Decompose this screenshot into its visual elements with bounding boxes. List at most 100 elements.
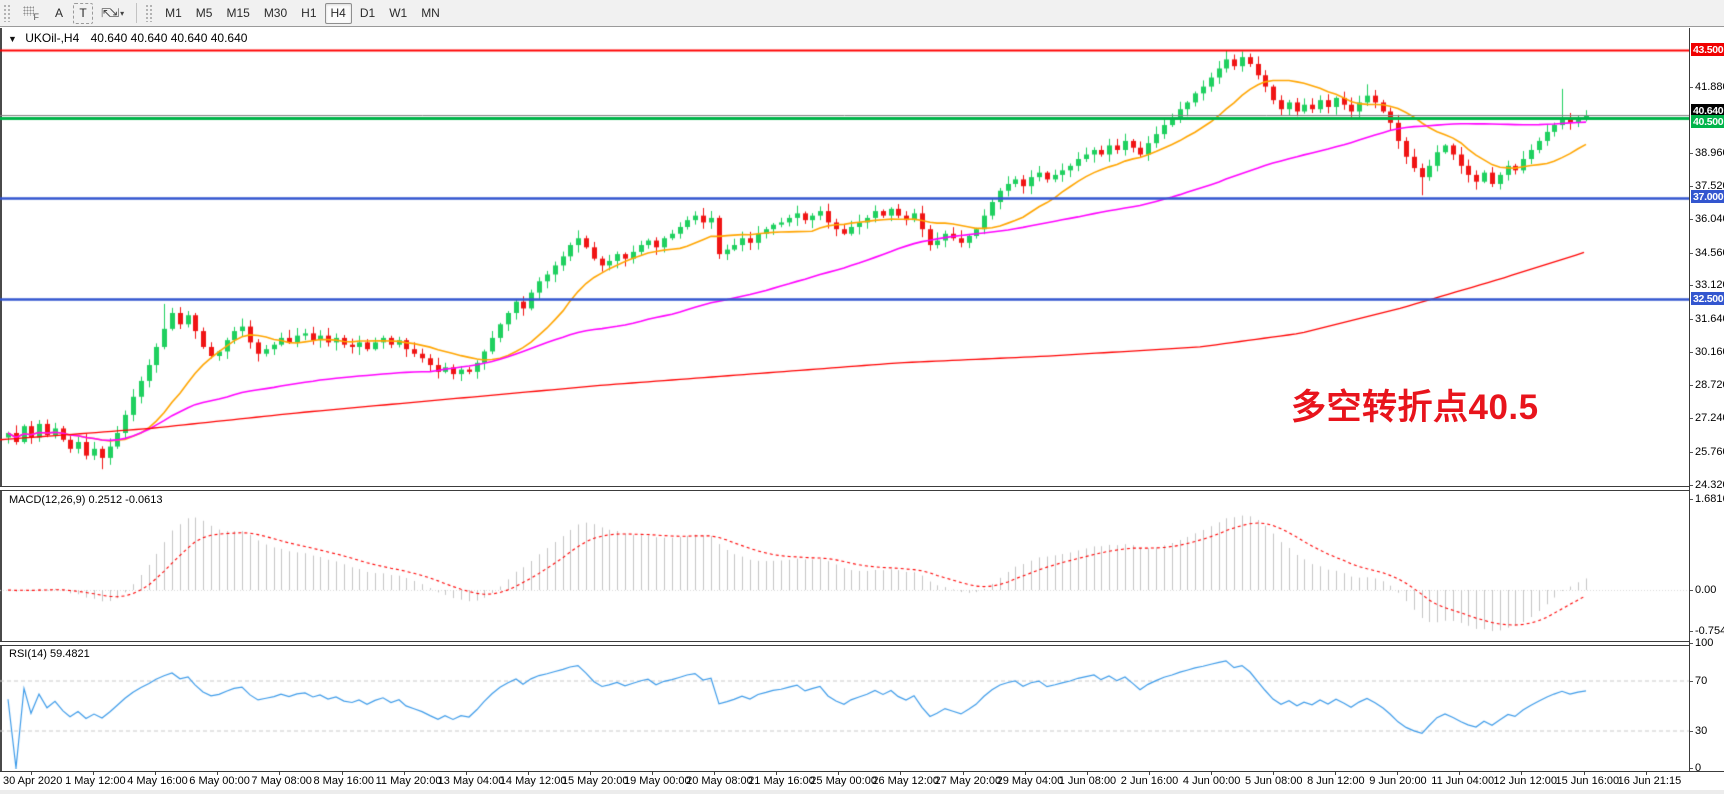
time-tick-mark [341, 772, 343, 775]
time-tick-mark [1397, 772, 1399, 775]
time-tick-mark [962, 772, 964, 775]
price-tick-mark [1690, 185, 1693, 187]
macd-indicator-label: MACD(12,26,9) 0.2512 -0.0613 [9, 494, 163, 506]
time-axis-label: 2 Jun 16:00 [1120, 775, 1179, 787]
rsi-indicator-chart[interactable] [0, 646, 1689, 769]
timeframe-button-m1[interactable]: M1 [165, 6, 182, 20]
price-axis[interactable]: 41.880 38.960 37.520 36.040 34.560 33.120 31.6… [1689, 28, 1724, 774]
time-tick-mark [589, 772, 591, 775]
dotted-grid-icon: F [23, 5, 39, 22]
time-axis-label: 8 Jun 12:00 [1307, 775, 1365, 787]
timeframe-button-group: M1 M5 M15 M30 H1 H4 D1 W1 MN [158, 2, 447, 24]
time-axis-label: 4 May 16:00 [127, 775, 188, 787]
macd-tick-mark [1690, 499, 1693, 501]
time-tick-mark [776, 772, 778, 775]
time-tick-mark [465, 772, 467, 775]
price-tick-label: 30.160 [1695, 346, 1724, 359]
timeframe-button-h1[interactable]: H1 [301, 6, 317, 20]
price-tick-mark [1690, 484, 1693, 486]
time-axis-label: 15 May 20:00 [561, 775, 629, 787]
time-axis-label: 4 Jun 00:00 [1182, 775, 1241, 787]
time-axis-label: 21 May 16:00 [748, 775, 815, 787]
time-tick-mark [1024, 772, 1026, 775]
price-tick-label: 34.560 [1695, 246, 1724, 259]
macd-indicator-chart[interactable] [0, 491, 1689, 641]
toolbar: F A T ⇱⇲ ▾ M1 M5 M15 M30 H1 H4 D1 W1 MN [0, 0, 1724, 27]
macd-tick-label: 0.00 [1695, 584, 1717, 596]
time-tick-mark [1148, 772, 1150, 775]
time-axis-label: 5 Jun 08:00 [1245, 775, 1303, 787]
time-tick-mark [31, 772, 32, 775]
time-tick-mark [217, 772, 219, 775]
window-bottom-border [0, 790, 1724, 794]
toolbar-drag-handle[interactable] [3, 4, 12, 22]
timeframe-button-w1[interactable]: W1 [389, 6, 408, 20]
time-tick-mark [1086, 772, 1088, 775]
chart-annotation-text: 多空转折点40.5 [1291, 388, 1539, 427]
time-tick-mark [1521, 772, 1523, 775]
time-axis-label: 14 May 12:00 [499, 775, 567, 787]
price-line-label-box: 40.500 [1691, 115, 1724, 128]
time-axis-label: 8 May 16:00 [313, 775, 375, 787]
panel-splitter[interactable] [0, 641, 1689, 646]
arrows-tool-button[interactable]: ⇱⇲ ▾ [95, 3, 130, 24]
text-label-tool-button[interactable]: A [54, 6, 63, 20]
time-axis-label: 25 May 00:00 [810, 775, 877, 787]
indicator-grid-button[interactable]: F [17, 3, 45, 24]
time-axis-label: 27 May 20:00 [934, 775, 1002, 787]
macd-tick-label: -0.7544 [1695, 624, 1724, 637]
time-axis-label: 15 Jun 16:00 [1555, 775, 1620, 787]
panel-splitter[interactable] [0, 486, 1689, 491]
time-tick-mark [838, 772, 840, 775]
arrows-icon: ⇱⇲ [101, 6, 119, 20]
price-tick-mark [1690, 87, 1693, 89]
price-tick-mark [1690, 219, 1693, 221]
time-axis-label: 7 May 08:00 [251, 775, 312, 787]
time-axis-label: 9 Jun 20:00 [1369, 775, 1427, 787]
macd-tick-label: 1.6816 [1695, 493, 1724, 506]
price-tick-mark [1690, 252, 1693, 254]
rsi-tick-label: 0 [1695, 762, 1702, 774]
time-tick-mark [1459, 772, 1461, 775]
time-axis[interactable]: 30 Apr 2020 1 May 12:00 4 May 16:00 6 May 0… [0, 771, 1724, 790]
time-axis-label: 30 Apr 2020 [3, 775, 63, 787]
price-line-label-box: 40.640 [1691, 104, 1724, 117]
time-tick-mark [1210, 772, 1212, 775]
time-tick-mark [279, 772, 281, 775]
macd-tick-mark [1690, 590, 1693, 591]
price-tick-label: 24.320 [1695, 478, 1724, 491]
price-tick-label: 25.760 [1695, 445, 1724, 458]
timeframe-button-h4[interactable]: H4 [324, 2, 352, 24]
price-tick-mark [1690, 285, 1693, 287]
main-price-chart[interactable] [0, 28, 1689, 486]
time-tick-mark [652, 772, 653, 775]
time-tick-mark [900, 772, 902, 775]
time-axis-label: 12 Jun 12:00 [1493, 775, 1558, 787]
timeframe-button-d1[interactable]: D1 [359, 6, 376, 20]
time-axis-label: 1 May 12:00 [65, 775, 126, 787]
time-axis-label: 20 May 08:00 [686, 775, 753, 787]
timeframe-group-drag-handle[interactable] [145, 4, 155, 22]
time-tick-mark [527, 772, 529, 775]
price-tick-mark [1690, 352, 1693, 354]
time-axis-label: 11 May 20:00 [375, 775, 442, 787]
timeframe-button-m30[interactable]: M30 [263, 6, 288, 20]
rsi-tick-label: 100 [1695, 637, 1714, 649]
timeframe-button-mn[interactable]: MN [421, 6, 440, 20]
timeframe-button-m5[interactable]: M5 [195, 6, 213, 20]
rsi-tick-mark [1690, 680, 1693, 682]
macd-tick-mark [1690, 630, 1693, 632]
text-tool-button[interactable]: T [73, 2, 93, 24]
time-axis-label: 26 May 12:00 [872, 775, 940, 787]
time-axis-label: 1 Jun 08:00 [1058, 775, 1117, 787]
time-tick-mark [403, 772, 405, 775]
timeframe-button-m15[interactable]: M15 [226, 6, 250, 20]
price-tick-label: 38.960 [1695, 147, 1724, 160]
time-axis-label: 29 May 04:00 [996, 775, 1064, 787]
rsi-tick-mark [1690, 643, 1693, 644]
price-tick-label: 37.520 [1695, 179, 1724, 192]
price-tick-label: 27.240 [1695, 412, 1724, 425]
time-tick-mark [714, 772, 716, 775]
price-line-label-box: 37.000 [1691, 190, 1724, 203]
collapse-triangle-icon[interactable]: ▼ [8, 34, 17, 44]
